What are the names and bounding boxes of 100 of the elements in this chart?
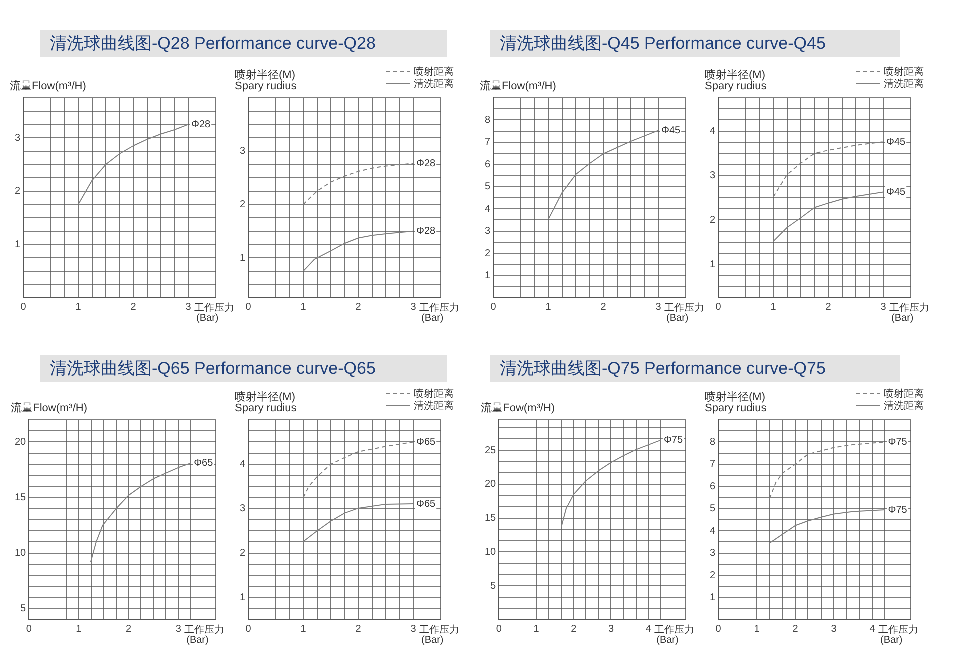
y-tick-label: 5: [490, 580, 497, 592]
x-tick-label: 0: [496, 624, 502, 635]
chart-title: 清洗球曲线图-Q45 Performance curve-Q45: [490, 30, 900, 57]
x-tick-label: 0: [246, 624, 252, 635]
y-tick-label: 3: [15, 132, 21, 144]
x-axis-title: 工作压力 (Bar): [420, 302, 460, 324]
annotation: Φ75: [664, 435, 684, 446]
x-axis-title: 工作压力 (Bar): [194, 302, 235, 324]
y-tick-label: 4: [710, 126, 716, 138]
x-tick-label: 2: [356, 624, 362, 635]
x-tick-label: 1: [76, 302, 82, 313]
x-tick-label: 3: [186, 302, 192, 313]
legend-label: 喷射距离: [884, 388, 924, 400]
x-axis-title: 工作压力 (Bar): [184, 624, 225, 646]
y-axis-title: 喷射半径(M) Spary rudius: [705, 68, 768, 93]
chart-title: 清洗球曲线图-Q28 Performance curve-Q28: [40, 30, 447, 57]
legend-label: 喷射距离: [884, 66, 924, 78]
x-tick-label: 1: [300, 624, 307, 635]
y-tick-label: 3: [240, 146, 246, 158]
x-tick-label: 4: [646, 624, 652, 635]
y-tick-label: 5: [485, 182, 491, 193]
y-tick-label: 25: [485, 445, 497, 456]
legend-label: 清洗距离: [884, 78, 924, 90]
annotation: Φ45: [886, 186, 906, 198]
annotation: Φ45: [662, 125, 682, 136]
y-tick-label: 15: [15, 492, 27, 504]
x-tick-label: 3: [880, 302, 887, 313]
y-tick-label: 3: [485, 226, 491, 238]
x-tick-label: 0: [26, 624, 32, 635]
annotation: Φ28: [192, 119, 212, 130]
y-tick-label: 20: [15, 436, 27, 448]
x-tick-label: 3: [831, 624, 838, 635]
annotation: Φ45: [886, 136, 906, 148]
x-tick-label: 0: [716, 624, 722, 635]
x-tick-label: 2: [571, 624, 578, 635]
x-axis-title: 工作压力 (Bar): [890, 302, 930, 324]
annotation: Φ28: [416, 226, 436, 238]
x-tick-label: 3: [410, 624, 417, 635]
y-tick-label: 1: [710, 592, 716, 604]
y-tick-label: 7: [485, 137, 491, 148]
line-series: [303, 163, 414, 206]
y-tick-label: 1: [485, 270, 491, 282]
x-axis-title: 工作压力 (Bar): [878, 624, 919, 646]
x-tick-label: 0: [490, 302, 497, 313]
y-tick-label: 7: [710, 459, 716, 470]
y-tick-label: 8: [485, 114, 491, 126]
annotation: Φ65: [416, 498, 436, 510]
annotation: Φ65: [194, 458, 214, 470]
annotation: Φ75: [888, 436, 908, 448]
y-axis-title: 喷射半径(M) Spary rudius: [235, 68, 298, 93]
x-tick-label: 1: [770, 302, 777, 313]
x-tick-label: 3: [656, 302, 662, 313]
legend-label: 清洗距离: [414, 78, 454, 90]
y-tick-label: 3: [240, 504, 246, 515]
y-axis-title: 喷射半径(M) Spary rudius: [235, 390, 298, 415]
x-tick-label: 0: [246, 302, 252, 313]
legend-label: 清洗距离: [414, 400, 454, 412]
x-tick-label: 0: [20, 302, 27, 313]
x-tick-label: 2: [826, 302, 832, 313]
y-tick-label: 4: [485, 204, 491, 215]
x-tick-label: 2: [356, 302, 362, 313]
y-tick-label: 20: [485, 479, 497, 490]
chart-title: 清洗球曲线图-Q65 Performance curve-Q65: [40, 355, 447, 382]
x-tick-label: 3: [608, 624, 614, 635]
x-tick-label: 0: [716, 302, 722, 313]
y-tick-label: 1: [15, 239, 21, 250]
y-tick-label: 6: [710, 481, 716, 492]
x-tick-label: 3: [176, 624, 182, 635]
x-tick-label: 1: [76, 624, 82, 635]
x-tick-label: 2: [792, 624, 799, 635]
legend-label: 清洗距离: [884, 400, 924, 412]
y-tick-label: 2: [485, 248, 491, 260]
x-tick-label: 1: [534, 624, 540, 635]
y-axis-title: 流量Flow(m³/H): [10, 80, 86, 93]
x-axis-title: 工作压力 (Bar): [654, 624, 695, 646]
y-tick-label: 8: [710, 436, 716, 448]
annotation: Φ75: [888, 504, 908, 516]
x-tick-label: 2: [600, 302, 607, 313]
y-tick-label: 2: [240, 548, 246, 560]
y-tick-label: 3: [710, 170, 716, 182]
y-tick-label: 10: [15, 548, 27, 560]
line-series: [773, 142, 884, 198]
y-tick-label: 15: [485, 513, 497, 524]
y-tick-label: 3: [710, 548, 716, 560]
y-axis-title: 流量Flow(m³/H): [11, 402, 88, 415]
chart-title: 清洗球曲线图-Q75 Performance curve-Q75: [490, 355, 900, 382]
y-tick-label: 2: [710, 570, 716, 582]
x-tick-label: 2: [130, 302, 137, 313]
y-tick-label: 2: [240, 199, 246, 210]
y-tick-label: 1: [710, 259, 716, 270]
annotation: Φ65: [416, 436, 436, 448]
y-tick-label: 2: [710, 214, 716, 226]
x-tick-label: 1: [300, 302, 307, 313]
legend-label: 喷射距离: [414, 66, 454, 78]
y-tick-label: 1: [240, 252, 246, 264]
x-tick-label: 4: [870, 624, 876, 635]
line-series: [303, 442, 414, 498]
x-tick-label: 3: [410, 302, 417, 313]
y-tick-label: 10: [485, 546, 497, 558]
legend-label: 喷射距离: [414, 388, 454, 400]
